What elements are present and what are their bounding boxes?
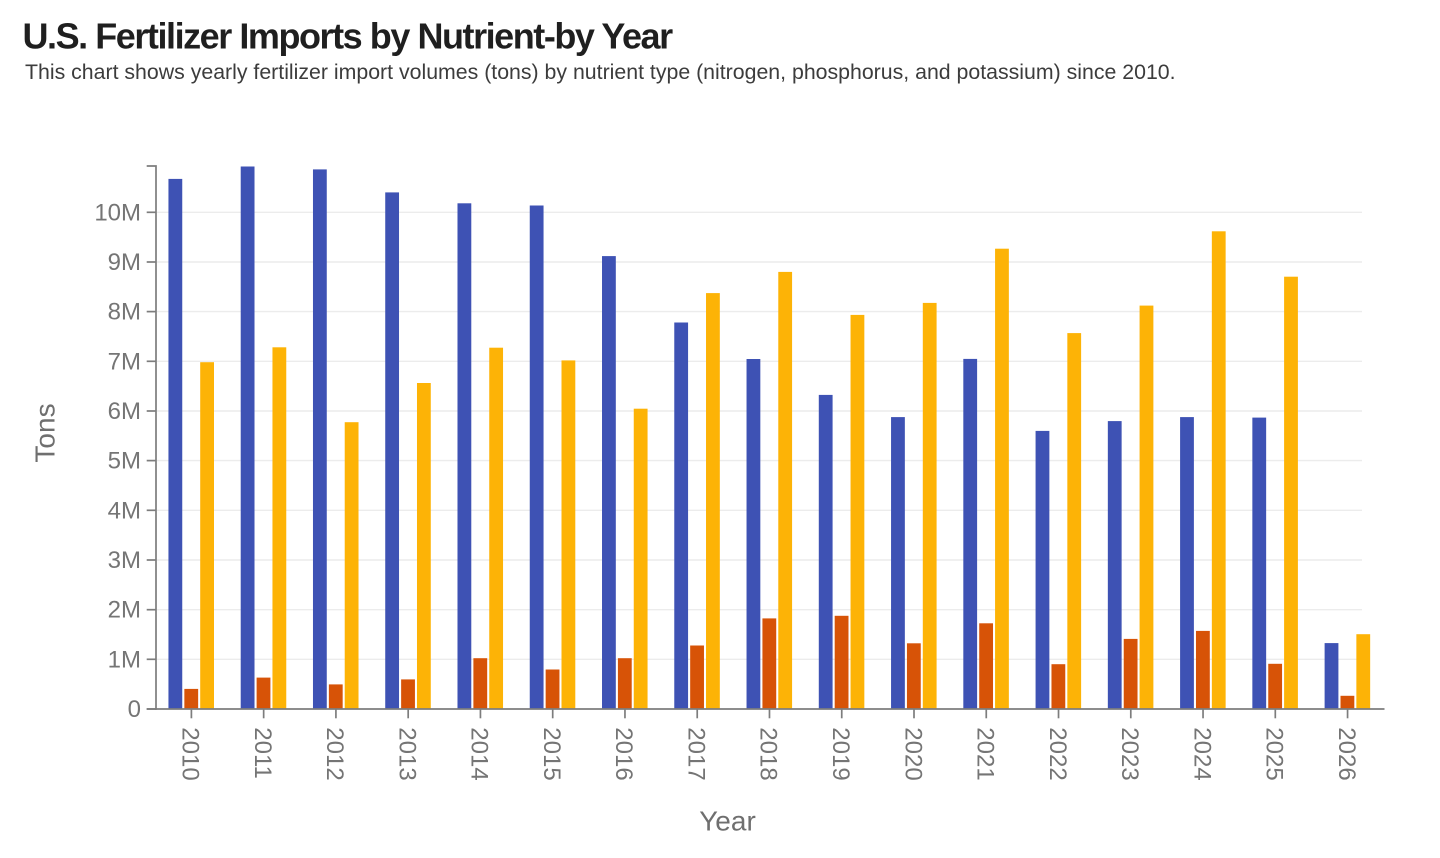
svg-text:2020: 2020 bbox=[899, 727, 926, 780]
svg-text:1M: 1M bbox=[108, 646, 141, 673]
svg-text:2026: 2026 bbox=[1333, 727, 1360, 780]
svg-text:Year: Year bbox=[699, 806, 756, 837]
svg-text:U.S. Fertilizer Imports by Nut: U.S. Fertilizer Imports by Nutrient-by Y… bbox=[23, 15, 674, 56]
svg-text:2011: 2011 bbox=[249, 727, 276, 779]
svg-text:This chart shows yearly fertil: This chart shows yearly fertilizer impor… bbox=[25, 60, 1176, 84]
svg-text:3M: 3M bbox=[108, 547, 141, 574]
svg-text:2021: 2021 bbox=[972, 727, 999, 780]
svg-text:4M: 4M bbox=[108, 497, 141, 524]
svg-text:2010: 2010 bbox=[177, 727, 204, 780]
svg-text:2024: 2024 bbox=[1188, 727, 1215, 780]
svg-text:6M: 6M bbox=[108, 398, 141, 425]
svg-text:2016: 2016 bbox=[610, 727, 637, 780]
svg-text:7M: 7M bbox=[108, 348, 141, 375]
svg-text:2022: 2022 bbox=[1044, 727, 1071, 780]
svg-text:2018: 2018 bbox=[755, 727, 782, 780]
svg-text:8M: 8M bbox=[108, 299, 141, 326]
svg-text:2025: 2025 bbox=[1261, 727, 1288, 780]
svg-text:10M: 10M bbox=[94, 199, 141, 226]
svg-text:5M: 5M bbox=[108, 448, 141, 475]
svg-text:2015: 2015 bbox=[538, 727, 565, 780]
svg-text:2M: 2M bbox=[108, 597, 141, 624]
svg-text:9M: 9M bbox=[108, 249, 141, 276]
svg-text:2014: 2014 bbox=[466, 727, 493, 780]
svg-text:2019: 2019 bbox=[827, 727, 854, 780]
svg-text:Tons: Tons bbox=[30, 403, 61, 462]
svg-text:0: 0 bbox=[128, 696, 141, 723]
svg-text:2017: 2017 bbox=[682, 727, 709, 780]
svg-text:2013: 2013 bbox=[393, 727, 420, 780]
svg-text:2012: 2012 bbox=[321, 727, 348, 780]
svg-text:2023: 2023 bbox=[1116, 727, 1143, 780]
